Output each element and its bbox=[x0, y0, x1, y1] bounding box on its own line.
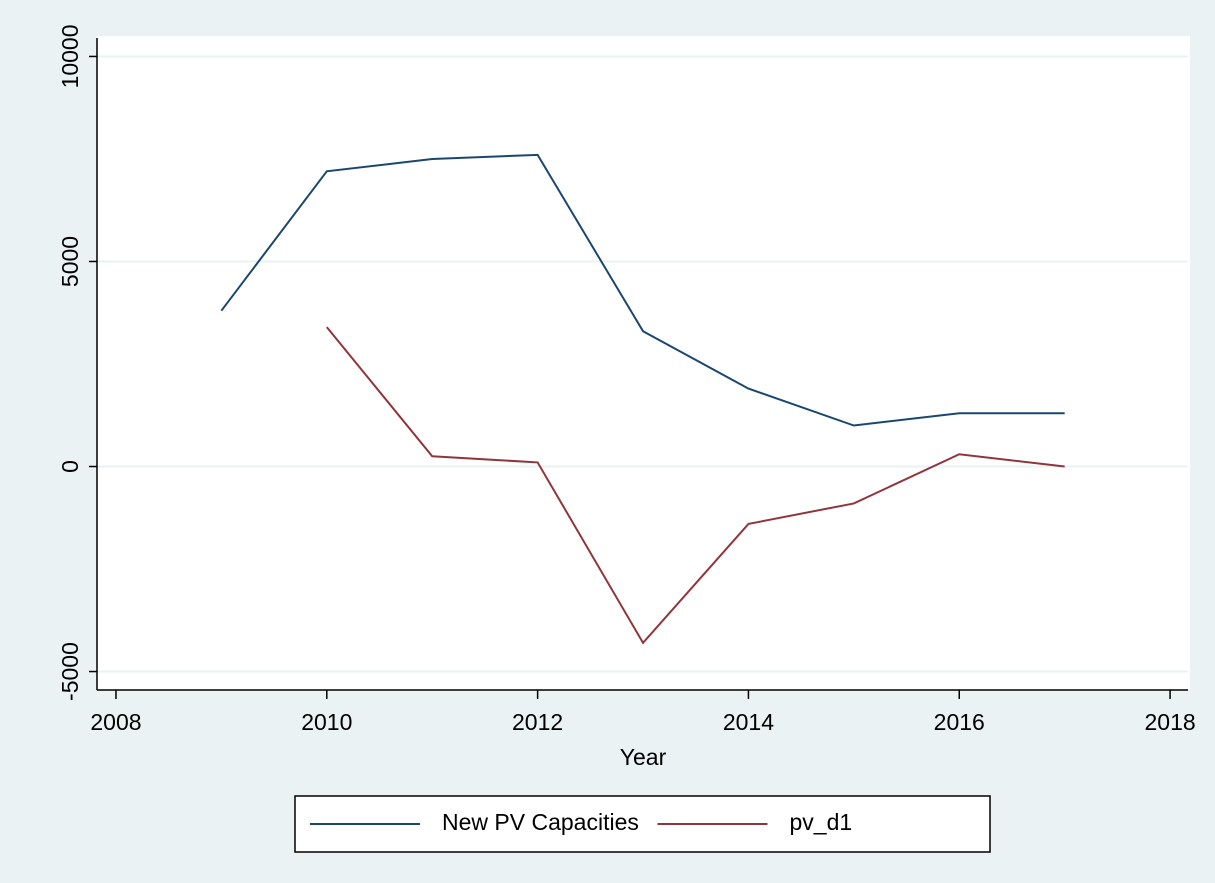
x-tick-label: 2018 bbox=[1144, 709, 1195, 735]
legend-label: New PV Capacities bbox=[442, 809, 639, 835]
x-tick-label: 2012 bbox=[512, 709, 563, 735]
x-axis-label: Year bbox=[620, 744, 667, 770]
x-tick-label: 2014 bbox=[723, 709, 774, 735]
y-tick-label: 0 bbox=[57, 460, 83, 473]
y-tick-label: -5000 bbox=[57, 642, 83, 701]
y-tick-label: 5000 bbox=[57, 236, 83, 287]
line-series bbox=[220, 153, 1065, 427]
y-tick-label: 10000 bbox=[57, 24, 83, 88]
legend-label: pv_d1 bbox=[790, 809, 853, 835]
line-series bbox=[326, 326, 1065, 645]
x-tick-label: 2010 bbox=[301, 709, 352, 735]
plot-area bbox=[97, 36, 1190, 690]
x-tick-label: 2008 bbox=[90, 709, 141, 735]
x-tick-label: 2016 bbox=[934, 709, 985, 735]
